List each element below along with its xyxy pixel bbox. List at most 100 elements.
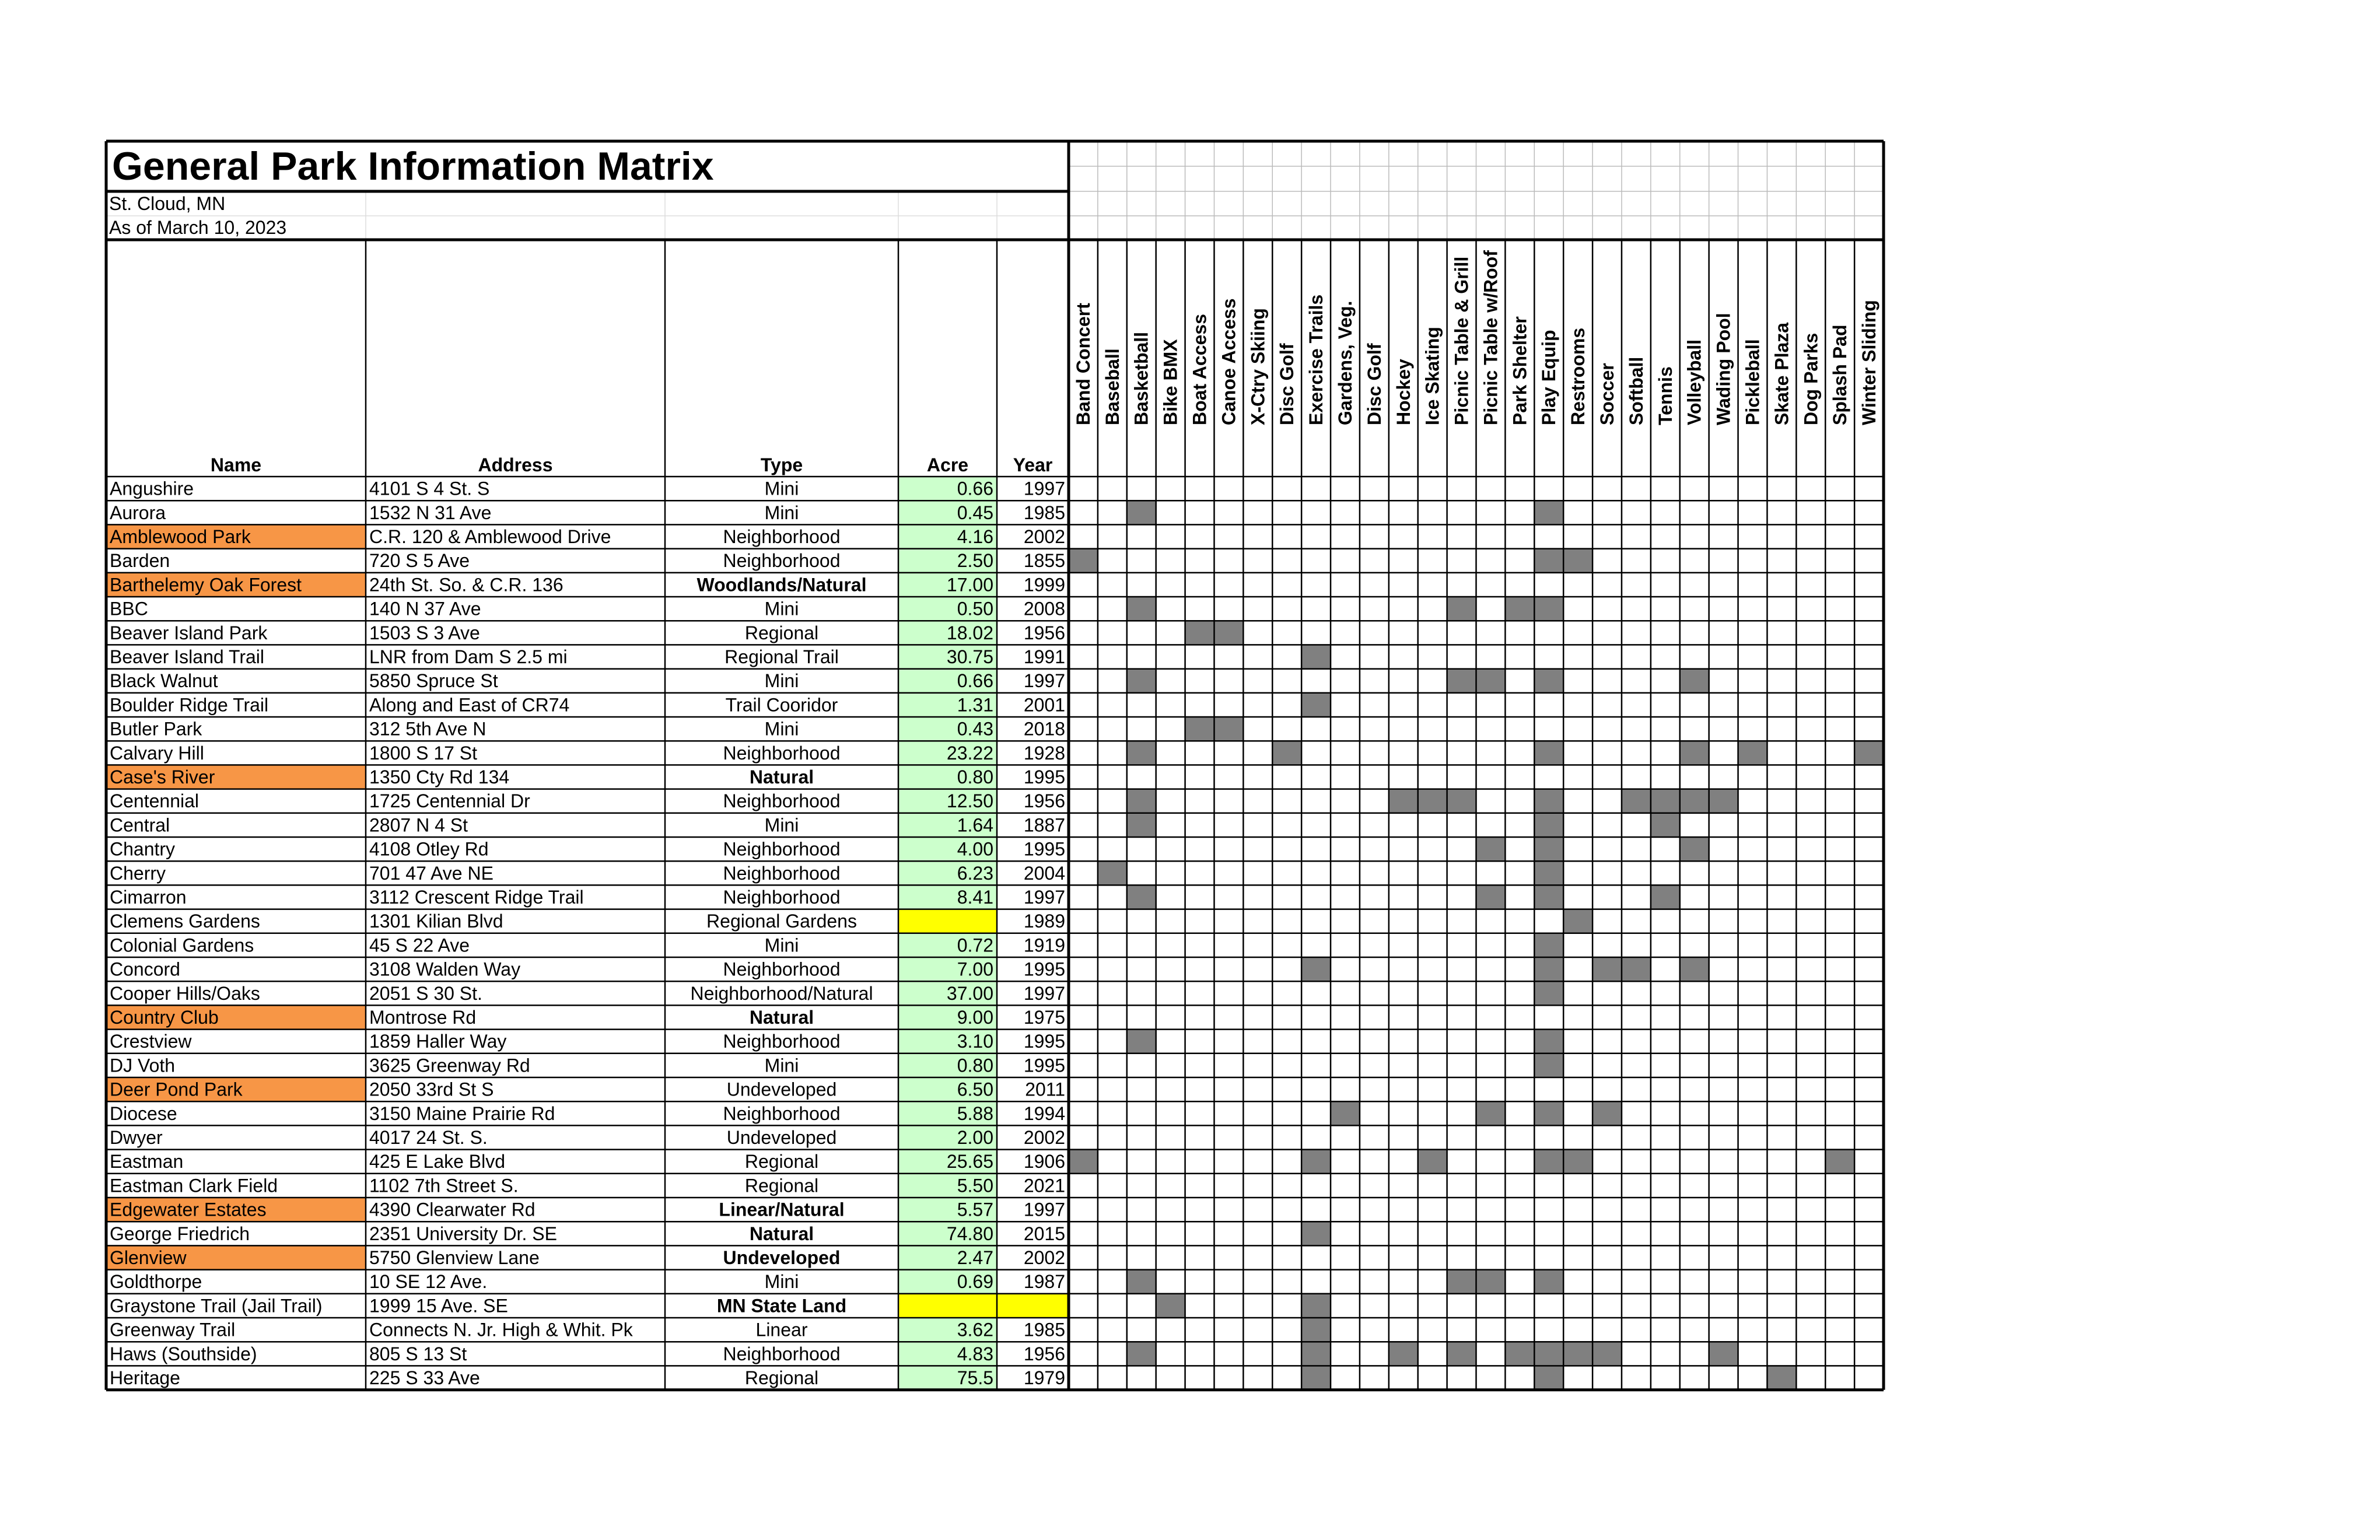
park-type: Neighborhood [723, 959, 840, 980]
amenity-cell [1650, 789, 1680, 813]
amenity-cell [1679, 837, 1709, 862]
year: 1997 [1024, 670, 1065, 691]
park-type: Mini [765, 478, 799, 499]
park-name: Central [110, 814, 170, 835]
park-name: Haws (Southside) [110, 1343, 257, 1364]
year: 2002 [1024, 1127, 1065, 1148]
acre: 3.62 [957, 1320, 993, 1340]
name-highlight [106, 1245, 366, 1270]
acre: 7.00 [957, 959, 993, 980]
park-name: Calvary Hill [110, 743, 204, 764]
date: As of March 10, 2023 [109, 217, 286, 238]
park-type: Neighborhood [723, 863, 840, 884]
acre: 8.41 [957, 887, 993, 908]
address: 225 S 33 Ave [369, 1367, 480, 1388]
amenity-header: X-Ctry Skiing [1247, 308, 1268, 425]
park-name: Case's River [110, 766, 215, 788]
year: 1919 [1024, 935, 1065, 956]
park-type: Neighborhood [723, 887, 840, 908]
acre-cell [898, 861, 997, 886]
acre: 2.00 [957, 1127, 993, 1148]
year: 1999 [1024, 574, 1065, 595]
address: 1301 Kilian Blvd [369, 911, 503, 932]
park-type: Linear/Natural [719, 1199, 844, 1220]
amenity-cell [1126, 789, 1156, 813]
amenity-cell [1447, 668, 1476, 693]
amenity-cell [1476, 885, 1506, 909]
address: 4390 Clearwater Rd [369, 1199, 536, 1220]
amenity-cell [1738, 741, 1768, 765]
park-name: Cimarron [110, 887, 187, 908]
park-type: Undeveloped [727, 1079, 837, 1100]
column-header: Name [211, 454, 261, 475]
amenity-cell [1301, 1318, 1331, 1342]
year-cell [997, 1293, 1069, 1318]
acre-cell [898, 909, 997, 933]
acre: 3.10 [957, 1031, 993, 1052]
address: LNR from Dam S 2.5 mi [369, 646, 568, 667]
acre: 0.69 [957, 1271, 993, 1292]
park-name: Deer Pond Park [110, 1079, 243, 1100]
acre: 74.80 [947, 1223, 993, 1244]
amenity-cell [1505, 597, 1535, 621]
amenity-cell [1069, 548, 1098, 573]
address: 701 47 Ave NE [369, 863, 494, 884]
amenity-cell [1592, 957, 1622, 982]
park-name: Black Walnut [110, 670, 218, 691]
park-type: Mini [765, 1055, 799, 1076]
address: 5750 Glenview Lane [369, 1247, 540, 1268]
year: 1991 [1024, 646, 1065, 667]
amenity-cell [1534, 501, 1564, 525]
amenity-cell [1185, 717, 1214, 741]
park-name: BBC [110, 598, 148, 620]
acre: 0.72 [957, 935, 993, 956]
year: 1956 [1024, 622, 1065, 643]
year: 1985 [1024, 1320, 1065, 1340]
name-highlight [106, 524, 366, 549]
amenity-cell [1534, 597, 1564, 621]
amenity-cell [1534, 957, 1564, 982]
name-highlight [106, 1077, 366, 1102]
acre: 17.00 [947, 574, 993, 595]
park-type: Neighborhood [723, 526, 840, 547]
amenity-cell [1097, 861, 1127, 886]
park-name: Dwyer [110, 1127, 163, 1148]
name-highlight [106, 1198, 366, 1222]
acre: 4.00 [957, 839, 993, 860]
park-name: Eastman [110, 1151, 183, 1172]
amenity-header: Picnic Table & Grill [1451, 257, 1472, 425]
acre-cell [898, 501, 997, 525]
amenity-cell [1679, 957, 1709, 982]
year: 2021 [1024, 1175, 1065, 1196]
acre: 0.80 [957, 1055, 993, 1076]
acre-cell [898, 1053, 997, 1077]
acre-cell [898, 1293, 997, 1318]
amenity-cell [1505, 1342, 1535, 1366]
address: 3150 Maine Prairie Rd [369, 1103, 555, 1124]
acre-cell [898, 1269, 997, 1294]
amenity-cell [1331, 1101, 1360, 1126]
name-highlight [106, 572, 366, 597]
park-name: DJ Voth [110, 1055, 175, 1076]
amenity-cell [1854, 741, 1884, 765]
park-type: Neighborhood [723, 1343, 840, 1364]
park-type: Mini [765, 598, 799, 620]
amenity-cell [1534, 741, 1564, 765]
amenity-cell [1126, 1029, 1156, 1054]
year: 1997 [1024, 983, 1065, 1004]
acre-cell [898, 981, 997, 1006]
acre: 5.88 [957, 1103, 993, 1124]
park-type: Neighborhood [723, 743, 840, 764]
address: 1859 Haller Way [369, 1031, 506, 1052]
park-name: Edgewater Estates [110, 1199, 267, 1220]
amenity-cell [1301, 645, 1331, 669]
amenity-cell [1126, 501, 1156, 525]
amenity-cell [1534, 1101, 1564, 1126]
address: 1503 S 3 Ave [369, 622, 480, 643]
park-type: Mini [765, 814, 799, 835]
amenity-header: Bike BMX [1160, 339, 1181, 425]
acre-cell [898, 837, 997, 862]
address: C.R. 120 & Amblewood Drive [369, 526, 611, 547]
amenity-cell [1301, 1293, 1331, 1318]
acre-cell [898, 1318, 997, 1342]
